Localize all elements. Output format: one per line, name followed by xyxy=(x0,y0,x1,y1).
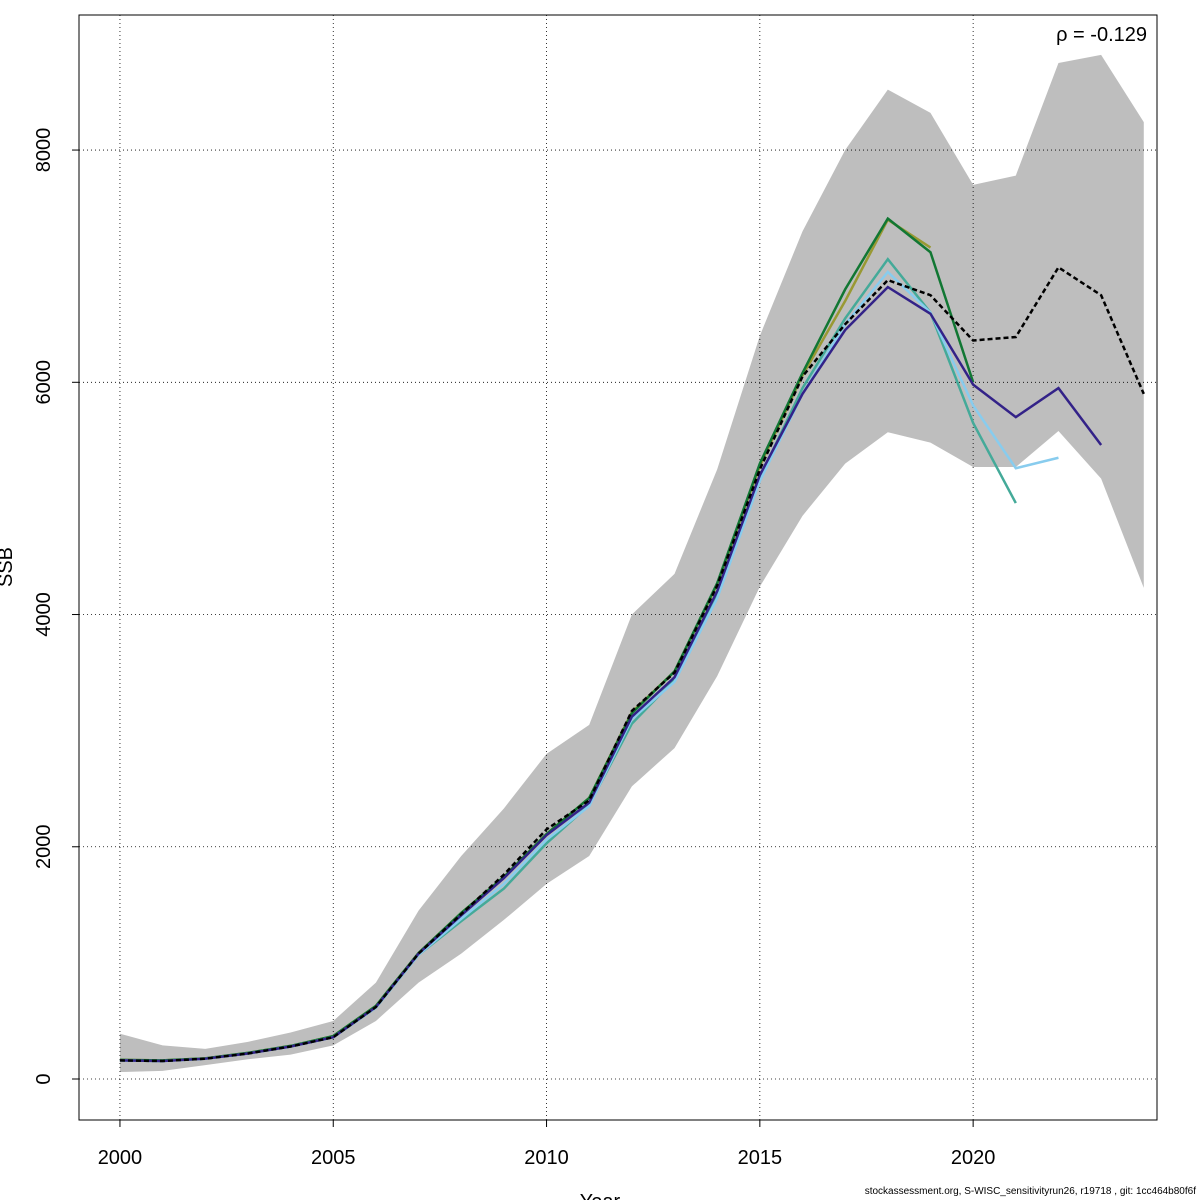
y-tick-label: 0 xyxy=(33,1073,55,1084)
y-tick-label: 4000 xyxy=(33,592,55,637)
x-tick-label: 2010 xyxy=(524,1147,569,1169)
y-axis-label: SSB xyxy=(0,547,17,587)
caption: stockassessment.org, S-WISC_sensitivityr… xyxy=(865,1186,1196,1197)
series-line xyxy=(119,265,1145,1063)
y-tick-label: 2000 xyxy=(33,825,55,870)
y-tick-label: 8000 xyxy=(33,128,55,173)
plot-area xyxy=(79,15,1157,1120)
x-tick-label: 2000 xyxy=(98,1147,143,1169)
y-tick-label: 6000 xyxy=(33,360,55,405)
confidence-band xyxy=(119,54,1144,1073)
plot-frame xyxy=(78,14,1158,1121)
x-axis-label: Year xyxy=(580,1191,621,1200)
x-tick-label: 2015 xyxy=(738,1147,783,1169)
annotation: ρ = -0.129 xyxy=(1056,24,1147,46)
x-tick-label: 2020 xyxy=(951,1147,996,1169)
x-tick-label: 2005 xyxy=(311,1147,356,1169)
